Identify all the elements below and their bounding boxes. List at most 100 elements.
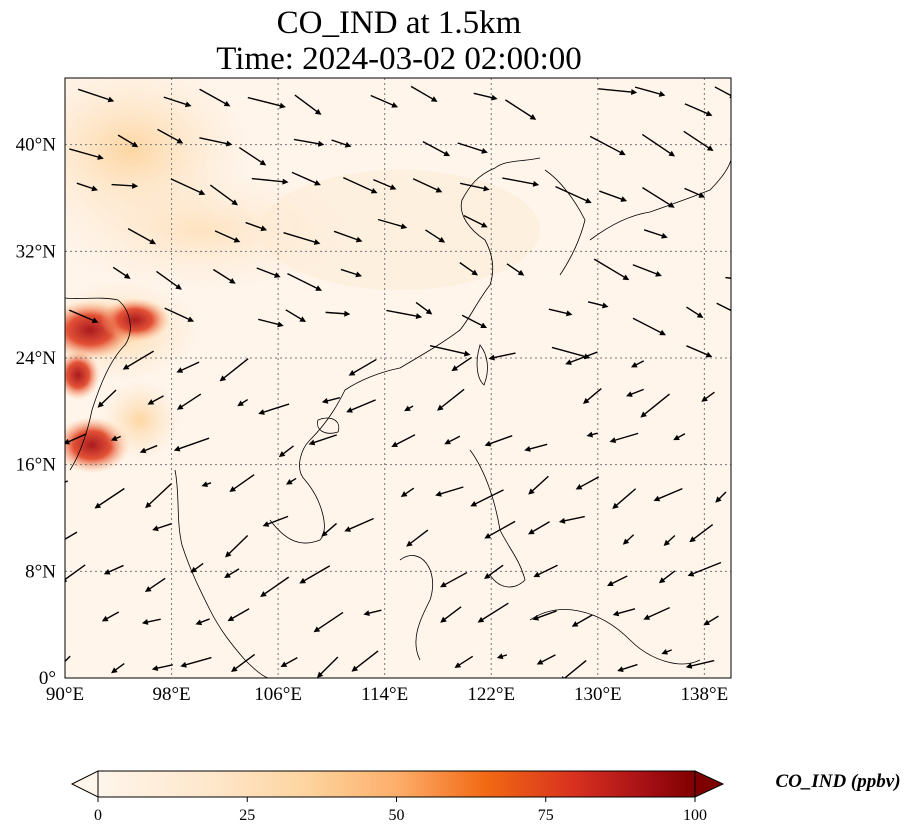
wind-arrow [412, 178, 443, 193]
wind-arrow [331, 139, 352, 148]
wind-arrow [227, 608, 250, 622]
wind-arrow [586, 431, 598, 438]
wind-arrow [141, 618, 161, 625]
wind-arrow [582, 388, 602, 404]
wind-arrow [575, 476, 600, 490]
wind-arrow [65, 655, 71, 663]
lon-tick-label: 98°E [152, 684, 190, 705]
wind-arrow [173, 437, 210, 452]
wind-arrow [454, 655, 474, 668]
wind-arrow [101, 611, 120, 622]
gridlines [65, 78, 731, 678]
wind-arrow [117, 134, 139, 148]
wind-arrow [643, 229, 668, 239]
colorbar-label: CO_IND (ppbv) [775, 771, 900, 792]
wind-arrow [422, 141, 451, 157]
lat-tick-label: 8°N [25, 561, 56, 582]
lon-tick-label: 122°E [467, 684, 515, 705]
wind-arrow [258, 318, 284, 328]
wind-arrow [643, 606, 670, 620]
wind-arrow [256, 267, 281, 278]
lat-tick-label: 40°N [16, 135, 57, 156]
wind-arrow [410, 85, 438, 102]
map-frame [64, 77, 732, 679]
wind-arrow [473, 92, 498, 101]
wind-arrow [262, 515, 289, 527]
wind-arrow [725, 276, 731, 279]
wind-arrow [504, 99, 537, 120]
wind-arrow [484, 435, 513, 447]
lat-tick-label: 32°N [16, 241, 57, 262]
wind-arrow [229, 474, 255, 493]
colorbar-tick-label: 0 [94, 807, 102, 824]
wind-arrow [346, 399, 376, 413]
wind-arrow [65, 531, 78, 541]
wind-arrow [214, 230, 241, 243]
wind-arrow [470, 489, 504, 507]
wind-arrow [663, 534, 676, 547]
wind-arrow [110, 435, 121, 441]
wind-arrow [716, 302, 731, 312]
wind-arrow [440, 606, 462, 623]
wind-arrow [686, 345, 713, 358]
wind-arrow [363, 609, 382, 617]
wind-arrow [524, 443, 548, 452]
wind-arrow [69, 148, 104, 160]
wind-vectors [65, 85, 731, 678]
wind-arrow [348, 358, 377, 376]
wind-arrow [219, 358, 249, 382]
wind-arrow [632, 317, 666, 336]
wind-arrow [180, 656, 212, 668]
wind-arrow [122, 350, 154, 370]
wind-arrow [548, 308, 573, 317]
wind-arrow [607, 575, 628, 587]
wind-arrow [701, 391, 715, 402]
colorbar-max-extend [694, 770, 725, 798]
wind-arrow [593, 258, 630, 281]
colorbar-gradient [97, 770, 696, 798]
lat-tick-label: 24°N [16, 348, 57, 369]
wind-arrow [344, 517, 374, 532]
wind-arrow [65, 564, 86, 582]
wind-arrow [415, 301, 433, 315]
wind-arrow [321, 397, 340, 404]
wind-arrow [308, 434, 338, 446]
wind-arrow [287, 273, 323, 291]
wind-arrow [612, 488, 637, 510]
wind-arrow [435, 486, 464, 497]
wind-arrow [598, 88, 638, 96]
wind-arrow [285, 309, 307, 323]
wind-arrow [425, 229, 446, 243]
wind-arrow [176, 361, 200, 373]
wind-arrow [111, 182, 139, 189]
wind-arrow [661, 648, 672, 655]
colorbar-tick-label: 25 [239, 807, 255, 824]
wind-arrow [528, 475, 549, 495]
wind-arrow [370, 94, 399, 108]
lat-tick-label: 0° [39, 668, 56, 689]
wind-arrow [599, 190, 628, 202]
wind-arrow [634, 86, 666, 97]
lon-tick-label: 90°E [46, 684, 84, 705]
wind-arrow [565, 351, 598, 365]
wind-arrow [195, 618, 210, 626]
wind-arrow [437, 388, 465, 411]
wind-arrow [144, 577, 166, 593]
wind-arrow [439, 571, 468, 588]
wind-arrow [313, 611, 344, 633]
wind-arrow [237, 398, 249, 407]
wind-arrow [587, 301, 609, 309]
map-time-subtitle: Time: 2024-03-02 02:00:00 [216, 41, 582, 77]
wind-arrow [444, 435, 461, 445]
wind-arrow [689, 524, 714, 543]
wind-arrow [111, 662, 125, 674]
wind-arrow [68, 309, 99, 324]
wind-arrow [404, 405, 414, 412]
wind-arrow [77, 88, 115, 103]
wind-arrow [533, 564, 558, 578]
wind-arrow [536, 654, 556, 665]
wind-arrow [209, 184, 239, 206]
lon-tick-label: 114°E [361, 684, 408, 705]
wind-arrow [201, 481, 212, 488]
wind-arrow [373, 178, 397, 190]
